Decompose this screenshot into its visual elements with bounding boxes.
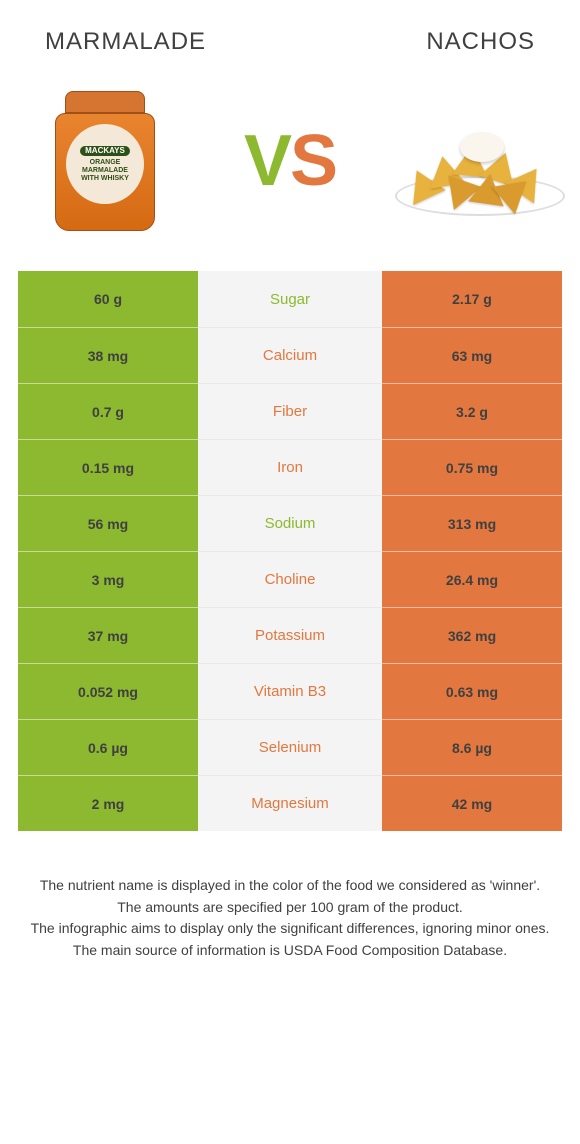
nutrient-name-cell: Fiber [198, 383, 382, 439]
jar-label-line2: MARMALADE [82, 167, 128, 175]
left-food-title: MARMALADE [45, 28, 206, 56]
table-row: 3 mgCholine26.4 mg [18, 551, 562, 607]
left-value-cell: 0.15 mg [18, 439, 198, 495]
images-row: MACKAYS ORANGE MARMALADE WITH WHISKY VS [0, 66, 580, 271]
left-value-cell: 37 mg [18, 607, 198, 663]
table-row: 56 mgSodium313 mg [18, 495, 562, 551]
right-value-cell: 2.17 g [382, 271, 562, 327]
right-food-title: NACHOS [426, 28, 535, 56]
right-value-cell: 26.4 mg [382, 551, 562, 607]
nutrient-name-cell: Selenium [198, 719, 382, 775]
table-row: 38 mgCalcium63 mg [18, 327, 562, 383]
nachos-image [395, 81, 555, 241]
right-value-cell: 63 mg [382, 327, 562, 383]
table-row: 0.15 mgIron0.75 mg [18, 439, 562, 495]
jar-label-line1: ORANGE [90, 159, 121, 167]
table-row: 0.052 mgVitamin B30.63 mg [18, 663, 562, 719]
left-value-cell: 0.6 µg [18, 719, 198, 775]
left-value-cell: 56 mg [18, 495, 198, 551]
nutrient-name-cell: Sugar [198, 271, 382, 327]
nutrient-name-cell: Choline [198, 551, 382, 607]
table-row: 0.7 gFiber3.2 g [18, 383, 562, 439]
jar-brand: MACKAYS [80, 146, 130, 157]
left-value-cell: 38 mg [18, 327, 198, 383]
jar-icon: MACKAYS ORANGE MARMALADE WITH WHISKY [55, 91, 155, 231]
table-row: 60 gSugar2.17 g [18, 271, 562, 327]
nutrient-name-cell: Potassium [198, 607, 382, 663]
footer-line: The amounts are specified per 100 gram o… [30, 898, 550, 918]
left-value-cell: 0.7 g [18, 383, 198, 439]
nutrient-name-cell: Vitamin B3 [198, 663, 382, 719]
right-value-cell: 42 mg [382, 775, 562, 831]
marmalade-image: MACKAYS ORANGE MARMALADE WITH WHISKY [25, 81, 185, 241]
table-row: 37 mgPotassium362 mg [18, 607, 562, 663]
right-value-cell: 3.2 g [382, 383, 562, 439]
footer-notes: The nutrient name is displayed in the co… [0, 831, 580, 960]
jar-label-line3: WITH WHISKY [81, 175, 129, 183]
footer-line: The infographic aims to display only the… [30, 919, 550, 939]
comparison-table: 60 gSugar2.17 g38 mgCalcium63 mg0.7 gFib… [18, 271, 562, 831]
nachos-icon [395, 106, 555, 216]
right-value-cell: 8.6 µg [382, 719, 562, 775]
vs-label: VS [244, 120, 336, 202]
nutrient-name-cell: Iron [198, 439, 382, 495]
left-value-cell: 2 mg [18, 775, 198, 831]
right-value-cell: 313 mg [382, 495, 562, 551]
left-value-cell: 60 g [18, 271, 198, 327]
table-row: 0.6 µgSelenium8.6 µg [18, 719, 562, 775]
right-value-cell: 0.75 mg [382, 439, 562, 495]
right-value-cell: 0.63 mg [382, 663, 562, 719]
nutrient-name-cell: Sodium [198, 495, 382, 551]
left-value-cell: 3 mg [18, 551, 198, 607]
table-row: 2 mgMagnesium42 mg [18, 775, 562, 831]
header: MARMALADE NACHOS [0, 0, 580, 66]
left-value-cell: 0.052 mg [18, 663, 198, 719]
footer-line: The main source of information is USDA F… [30, 941, 550, 961]
nutrient-name-cell: Calcium [198, 327, 382, 383]
footer-line: The nutrient name is displayed in the co… [30, 876, 550, 896]
right-value-cell: 362 mg [382, 607, 562, 663]
nutrient-name-cell: Magnesium [198, 775, 382, 831]
